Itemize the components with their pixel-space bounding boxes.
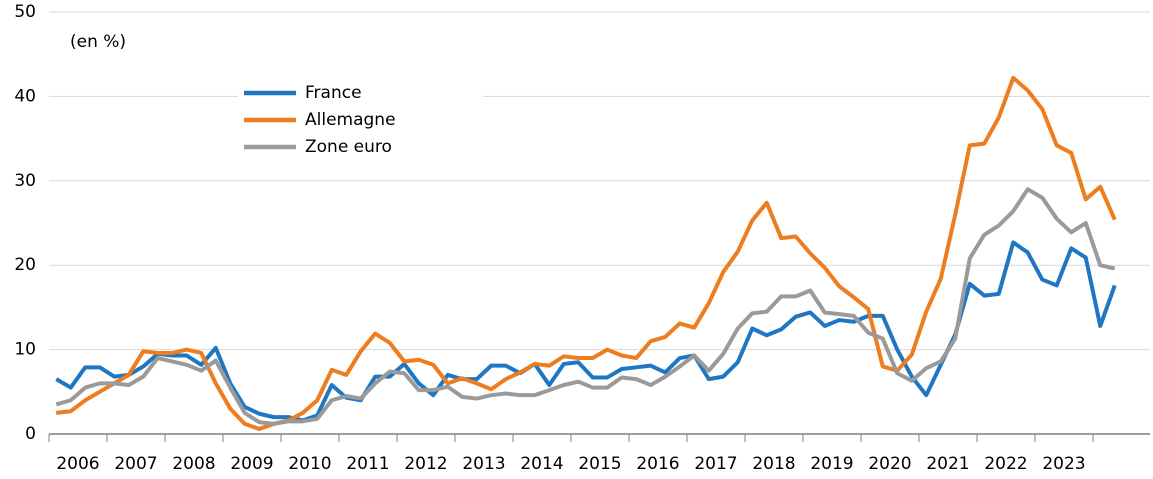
x-tick-label: 2009 <box>230 454 273 474</box>
x-tick-label: 2020 <box>868 454 911 474</box>
legend-label: Zone euro <box>305 137 392 157</box>
y-tick-label: 20 <box>14 255 36 275</box>
series-line <box>56 75 1117 431</box>
x-tick-label: 2007 <box>114 454 157 474</box>
x-tick-label: 2023 <box>1042 454 1085 474</box>
x-tick-label: 2015 <box>578 454 621 474</box>
x-tick-label: 2008 <box>172 454 215 474</box>
legend-label: Allemagne <box>305 110 396 130</box>
x-tick-label: 2021 <box>926 454 969 474</box>
y-tick-label: 10 <box>14 340 36 360</box>
y-tick-label: 40 <box>14 86 36 106</box>
x-tick-label: 2010 <box>288 454 331 474</box>
series-line <box>55 187 1116 426</box>
x-tick-label: 2006 <box>56 454 99 474</box>
y-tick-label: 0 <box>25 424 36 444</box>
y-tick-label: 50 <box>14 2 36 22</box>
x-tick-label: 2019 <box>810 454 853 474</box>
y-tick-label: 30 <box>14 171 36 191</box>
x-tick-label: 2014 <box>520 454 563 474</box>
x-tick-label: 2012 <box>404 454 447 474</box>
x-tick-label: 2016 <box>636 454 679 474</box>
legend-label: France <box>305 83 362 103</box>
x-tick-label: 2013 <box>462 454 505 474</box>
x-tick-label: 2011 <box>346 454 389 474</box>
x-tick-label: 2017 <box>694 454 737 474</box>
x-tick-label: 2018 <box>752 454 795 474</box>
unit-annotation: (en %) <box>70 32 126 52</box>
x-tick-label: 2022 <box>984 454 1027 474</box>
series-line <box>55 240 1117 423</box>
